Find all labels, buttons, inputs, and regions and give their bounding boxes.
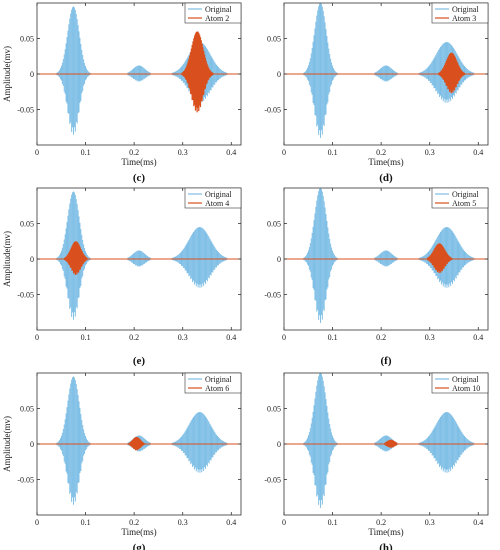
x-tick-label: 0.2 <box>129 333 139 342</box>
x-tick-label: 0.2 <box>376 518 386 527</box>
legend-entry: Original <box>452 375 479 384</box>
y-tick-label: -0.05 <box>17 106 34 115</box>
y-tick-label: 0.05 <box>267 220 281 229</box>
y-tick-label: 0 <box>277 255 281 264</box>
y-tick-label: 0.05 <box>20 220 34 229</box>
x-tick-label: 0.3 <box>178 148 188 157</box>
x-tick-label: 0.2 <box>129 148 139 157</box>
x-tick-label: 0.4 <box>473 518 483 527</box>
series-atom <box>284 52 488 94</box>
x-tick-label: 0 <box>35 518 39 527</box>
x-tick-label: 0.1 <box>328 333 338 342</box>
x-tick-label: 0.1 <box>81 148 91 157</box>
legend-entry: Atom 2 <box>205 14 229 23</box>
x-axis-label: Time(ms) <box>368 527 403 537</box>
panel-label: (f) <box>381 355 392 367</box>
chart-panel-1: 0 0.1 0.2 0.3 0.4 -0.05 0 0.05 Time(ms) OriginalA… <box>264 2 489 184</box>
x-tick-label: 0.1 <box>328 518 338 527</box>
legend-entry: Atom 5 <box>452 199 476 208</box>
chart-panel-0: 0 0.1 0.2 0.3 0.4 -0.05 0 0.05 Time(ms) Amplitude… <box>2 2 242 184</box>
legend-entry: Atom 3 <box>452 14 476 23</box>
y-axis-label: Amplitude(mv) <box>2 46 12 102</box>
x-tick-label: 0 <box>282 333 286 342</box>
series-atom <box>37 436 241 451</box>
chart-panel-5: 0 0.1 0.2 0.3 0.4 -0.05 0 0.05 Time(ms) OriginalA… <box>264 372 489 550</box>
legend-entry: Atom 10 <box>452 384 480 393</box>
x-tick-label: 0.4 <box>226 518 236 527</box>
y-tick-label: 0.05 <box>267 35 281 44</box>
series-original <box>37 376 241 505</box>
panel-label: (g) <box>133 542 146 550</box>
panel-label: (c) <box>133 172 146 184</box>
y-tick-label: 0 <box>30 70 34 79</box>
x-tick-label: 0.1 <box>328 148 338 157</box>
plot-data-area <box>284 188 488 323</box>
x-tick-label: 0.4 <box>226 148 236 157</box>
series-atom <box>284 243 488 274</box>
series-atom <box>37 241 241 275</box>
x-tick-label: 0.1 <box>81 333 91 342</box>
y-tick-label: 0.05 <box>267 405 281 414</box>
panel-label: (d) <box>379 172 393 184</box>
x-tick-label: 0 <box>35 333 39 342</box>
y-tick-label: -0.05 <box>17 476 34 485</box>
y-axis-label: Amplitude(mv) <box>2 231 12 287</box>
legend-entry: Original <box>452 190 479 199</box>
x-axis-label: Time(ms) <box>121 527 156 537</box>
x-tick-label: 0 <box>282 148 286 157</box>
x-tick-label: 0.3 <box>425 148 435 157</box>
y-tick-label: -0.05 <box>264 291 281 300</box>
series-atom <box>284 439 488 448</box>
x-tick-label: 0.2 <box>376 148 386 157</box>
y-tick-label: 0 <box>277 440 281 449</box>
x-tick-label: 0.3 <box>178 518 188 527</box>
x-tick-label: 0.1 <box>81 518 91 527</box>
y-axis-label: Amplitude(mv) <box>2 416 12 472</box>
legend-entry: Original <box>205 375 232 384</box>
x-tick-label: 0.2 <box>376 333 386 342</box>
chart-panel-2: 0 0.1 0.2 0.3 0.4 -0.05 0 0.05 Amplitude(mv) Orig… <box>2 187 242 367</box>
x-tick-label: 0.4 <box>473 333 483 342</box>
legend-entry: Original <box>205 190 232 199</box>
y-tick-label: -0.05 <box>264 476 281 485</box>
x-tick-label: 0.3 <box>178 333 188 342</box>
y-tick-label: -0.05 <box>264 106 281 115</box>
panel-label: (h) <box>379 542 393 550</box>
plot-data-area <box>284 373 488 508</box>
panel-label: (e) <box>133 355 146 367</box>
x-axis-label: Time(ms) <box>121 157 156 167</box>
y-tick-label: 0 <box>277 70 281 79</box>
y-tick-label: 0.05 <box>20 35 34 44</box>
legend-entry: Original <box>205 5 232 14</box>
chart-panel-4: 0 0.1 0.2 0.3 0.4 -0.05 0 0.05 Time(ms) Amplitude… <box>2 372 242 550</box>
x-tick-label: 0.3 <box>425 333 435 342</box>
legend-entry: Atom 6 <box>205 384 229 393</box>
x-tick-label: 0.4 <box>473 148 483 157</box>
x-tick-label: 0 <box>282 518 286 527</box>
series-atom <box>37 31 241 113</box>
y-tick-label: 0 <box>30 255 34 264</box>
y-tick-label: 0.05 <box>20 405 34 414</box>
x-tick-label: 0.3 <box>425 518 435 527</box>
x-axis-label: Time(ms) <box>368 157 403 167</box>
y-tick-label: 0 <box>30 440 34 449</box>
y-tick-label: -0.05 <box>17 291 34 300</box>
plot-data-area <box>37 191 241 320</box>
legend-entry: Original <box>452 5 479 14</box>
plot-data-area <box>284 3 488 138</box>
legend-entry: Atom 4 <box>205 199 229 208</box>
plot-data-area <box>37 376 241 505</box>
plot-data-area <box>37 6 241 135</box>
x-tick-label: 0 <box>35 148 39 157</box>
x-tick-label: 0.4 <box>226 333 236 342</box>
x-tick-label: 0.2 <box>129 518 139 527</box>
